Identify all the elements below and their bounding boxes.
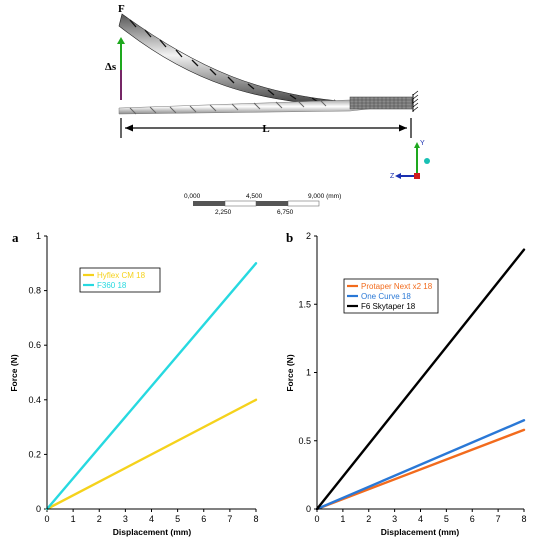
chart-b-x-tick-label: 2 <box>366 514 371 524</box>
chart-a-y-tick-label: 0.4 <box>28 395 41 405</box>
chart-b-y-label: Force (N) <box>285 354 295 391</box>
chart-b-series-line-1 <box>315 419 526 511</box>
triad-z-label: Z <box>390 173 395 180</box>
chart-b-series-line-2 <box>315 248 526 511</box>
chart-a-x-label: Displacement (mm) <box>113 527 192 537</box>
chart-a-x-tick-label: 5 <box>175 514 180 524</box>
triad-y-head <box>414 142 420 148</box>
scale-bar-seg-3 <box>256 201 288 206</box>
chart-a-series-line-0 <box>45 398 258 511</box>
scale-label-9000: 9,000 (mm) <box>308 193 341 200</box>
chart-a-legend-label-1: F360 18 <box>97 281 127 290</box>
chart-a-x-tick-label: 3 <box>123 514 128 524</box>
chart-b-x-tick-label: 7 <box>496 514 501 524</box>
chart-a-y-tick-label: 0.6 <box>28 340 41 350</box>
chart-a-y-tick-label: 0 <box>36 504 41 514</box>
scale-bar-seg-4 <box>287 200 320 207</box>
scale-label-2250: 2,250 <box>215 209 232 216</box>
chart-b-y-tick-label: 2 <box>306 231 311 241</box>
deflection-label: Δs <box>105 61 117 73</box>
chart-a-x-tick-label: 6 <box>201 514 206 524</box>
chart-a-y-label: Force (N) <box>9 354 19 391</box>
chart-b-y-tick-label: 1.5 <box>298 299 311 309</box>
chart-b-x-tick-label: 1 <box>340 514 345 524</box>
chart-a-x-tick-label: 1 <box>71 514 76 524</box>
chart-b-x-label: Displacement (mm) <box>381 527 460 537</box>
scale-label-0: 0,000 <box>184 193 201 200</box>
triad-y-label: Y <box>420 140 425 147</box>
shaft-mesh <box>350 97 412 109</box>
chart-b-x-tick-label: 6 <box>470 514 475 524</box>
chart-b-x-tick-label: 5 <box>444 514 449 524</box>
chart-a-y-tick-label: 1 <box>36 231 41 241</box>
chart-a: a 0 0.2 0.4 0.6 0.8 1 0 1 2 3 4 5 6 7 8 Displacement … <box>9 230 259 537</box>
length-label: L <box>262 123 269 135</box>
chart-b-x-tick-label: 3 <box>392 514 397 524</box>
chart-a-x-tick-label: 0 <box>44 514 49 524</box>
panel-label-b: b <box>286 230 293 245</box>
deflection-arrow-up-head <box>117 37 125 44</box>
chart-a-x-tick-label: 2 <box>97 514 102 524</box>
chart-b-legend-label-2: F6 Skytaper 18 <box>361 302 416 311</box>
deformed-file-flutes <box>129 19 341 105</box>
chart-a-legend-label-0: Hyflex CM 18 <box>97 271 146 280</box>
scale-label-6750: 6,750 <box>277 209 294 216</box>
chart-a-y-tick-label: 0.8 <box>28 286 41 296</box>
chart-a-x-tick-label: 4 <box>149 514 154 524</box>
chart-a-x-tick-label: 8 <box>253 514 258 524</box>
chart-b-series-line-0 <box>315 428 526 511</box>
force-label: F <box>118 3 125 15</box>
triad-z-head <box>395 173 401 179</box>
triad-origin-marker <box>424 158 430 164</box>
chart-b-y-tick-label: 0 <box>306 504 311 514</box>
undeformed-file-flutes <box>129 99 327 115</box>
scale-bar-seg-1 <box>193 201 225 206</box>
chart-a-legend <box>79 267 161 293</box>
chart-a-y-tick-label: 0.2 <box>28 449 41 459</box>
triad-x-axis <box>414 173 420 179</box>
chart-b-legend <box>343 278 439 314</box>
fixed-support-hatch <box>412 90 419 112</box>
chart-a-x-tick-label: 7 <box>227 514 232 524</box>
chart-b-y-tick-label: 1 <box>306 368 311 378</box>
chart-b-legend-label-0: Protaper Next x2 18 <box>361 282 433 291</box>
scale-bar-seg-2 <box>224 200 257 207</box>
chart-b-y-tick-label: 0.5 <box>298 436 311 446</box>
chart-a-series-line-1 <box>45 262 258 511</box>
bending-diagram: F Δs L Y Z <box>105 3 430 216</box>
chart-b-x-tick-label: 8 <box>521 514 526 524</box>
scale-label-4500: 4,500 <box>246 193 263 200</box>
deformed-file <box>118 13 413 107</box>
panel-label-a: a <box>12 230 19 245</box>
chart-b-x-tick-label: 4 <box>418 514 423 524</box>
chart-b-legend-label-1: One Curve 18 <box>361 292 411 301</box>
chart-b-x-tick-label: 0 <box>314 514 319 524</box>
